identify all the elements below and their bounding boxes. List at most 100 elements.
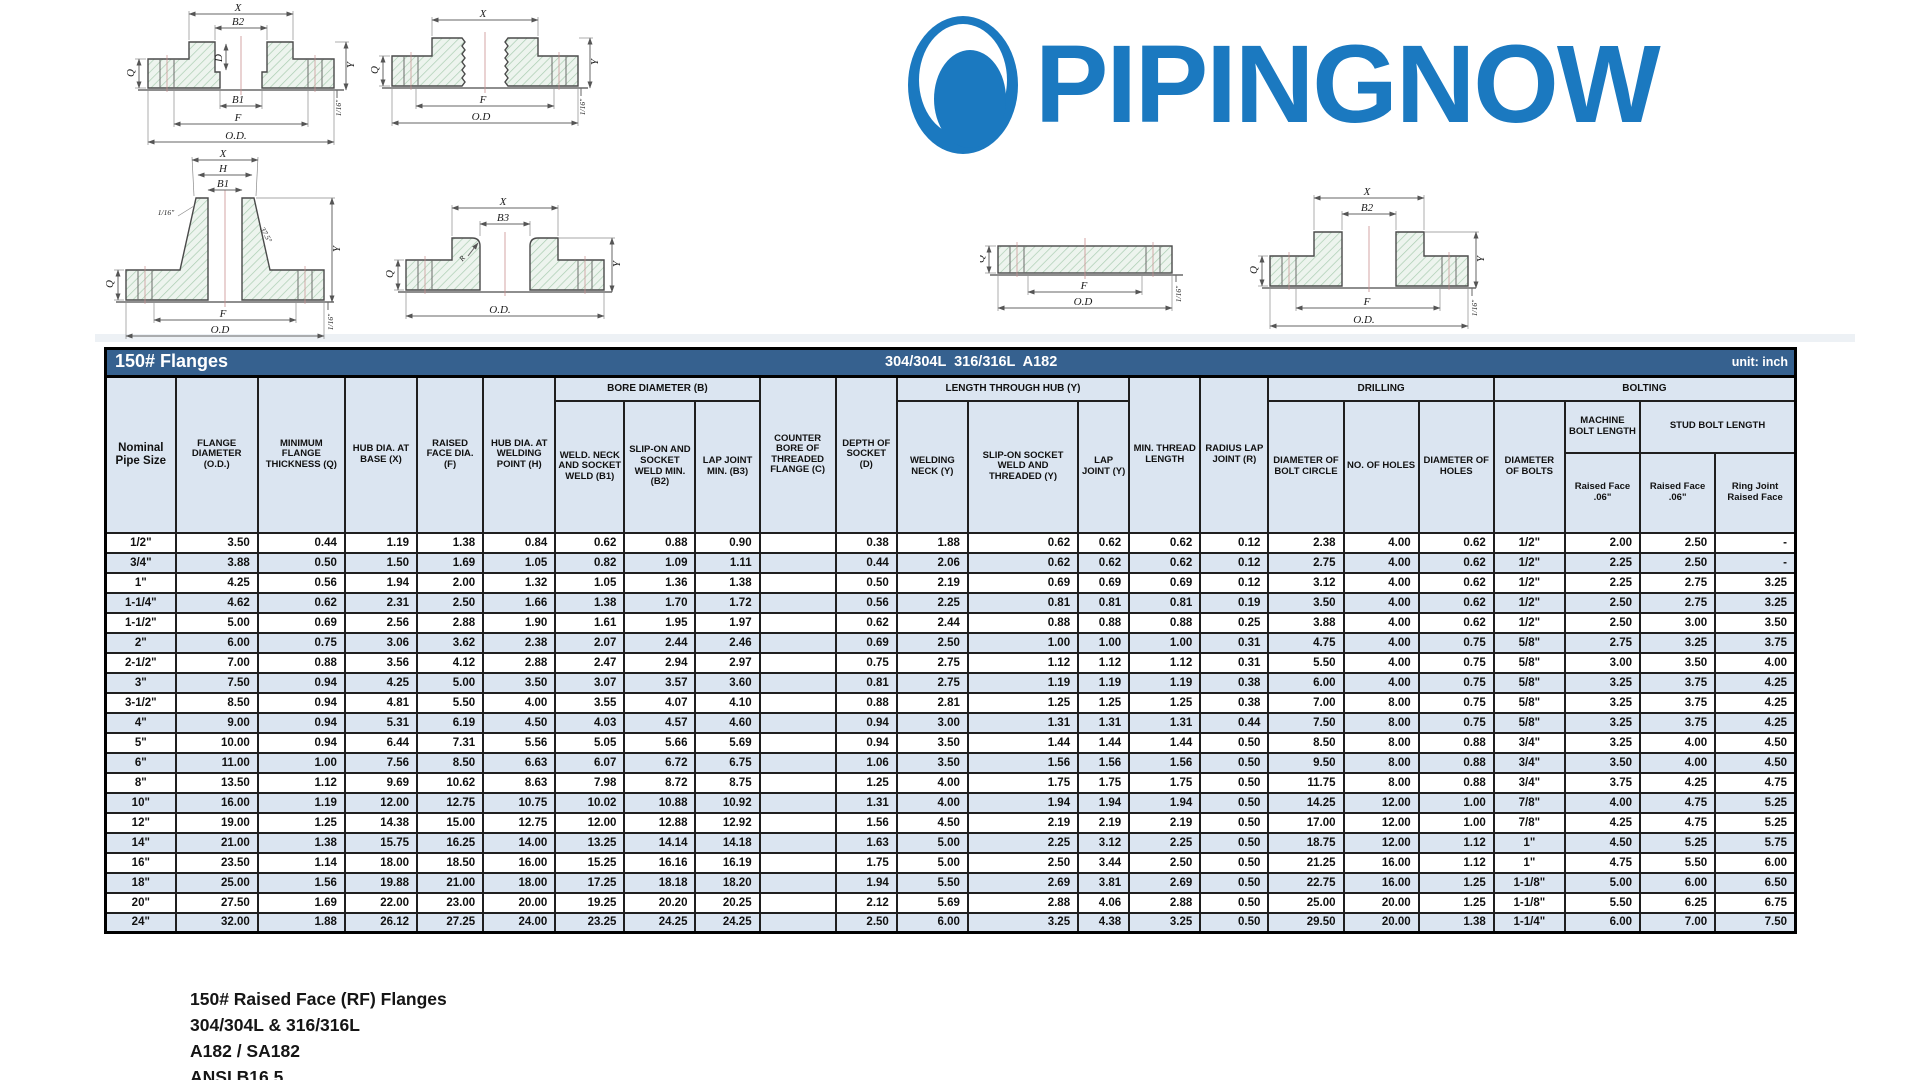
value-cell: 3.44 [1077, 851, 1131, 874]
value-cell: 13.25 [554, 831, 626, 854]
value-cell: 0.88 [966, 611, 1080, 634]
value-cell: 4.50 [1714, 751, 1797, 774]
pipe-size-cell: 1-1/2" [104, 611, 177, 634]
value-cell: 3.12 [1267, 571, 1345, 594]
value-cell [758, 751, 837, 774]
table-header: Nominal Pipe Size FLANGE DIAMETER (O.D.)… [104, 375, 1797, 534]
value-cell: 5.00 [416, 671, 485, 694]
value-cell: 3.60 [694, 671, 761, 694]
value-cell: 5.50 [1267, 651, 1345, 674]
value-cell [758, 591, 837, 614]
dim-label-r: R [457, 253, 468, 263]
col-header-hub-dia-at-base: HUB DIA. AT BASE (X) [343, 375, 419, 534]
pipe-size-cell: 2-1/2" [104, 651, 177, 674]
table-row: 20" 27.50 1.69 22.00 23.00 20.00 19.25 20.20 20.… [104, 891, 1797, 914]
value-cell: 1.61 [554, 611, 626, 634]
value-cell: 1.69 [256, 891, 346, 914]
value-cell: 4.50 [1563, 831, 1642, 854]
table-row: 10" 16.00 1.19 12.00 12.75 10.75 10.02 10.88 10.… [104, 791, 1797, 814]
value-cell: 17.00 [1267, 811, 1345, 834]
dim-label-f: F [1080, 280, 1088, 292]
col-header-diameter-of-holes: DIAMETER OF HOLES [1417, 399, 1495, 534]
value-cell: 3.55 [554, 691, 626, 714]
value-cell [758, 871, 837, 894]
value-cell: 15.00 [416, 811, 485, 834]
value-cell: 1.38 [256, 831, 346, 854]
value-cell: 0.50 [1199, 771, 1270, 794]
value-cell: 4.75 [1714, 771, 1797, 794]
value-cell: 1/2" [1492, 531, 1566, 554]
col-header-machine-raised-face: Raised Face .06" [1563, 451, 1642, 534]
value-cell: 0.62 [1128, 551, 1202, 574]
value-cell: 3.25 [966, 911, 1080, 934]
value-cell: 4.00 [1342, 651, 1420, 674]
value-cell: 3.00 [1639, 611, 1717, 634]
value-cell: 1.25 [256, 811, 346, 834]
value-cell: 5.05 [554, 731, 626, 754]
dim-label-y: Y [345, 60, 356, 68]
col-header-lap-joint-y: LAP JOINT (Y) [1077, 399, 1131, 534]
value-cell: 2.00 [1563, 531, 1642, 554]
value-cell: 18.75 [1267, 831, 1345, 854]
value-cell: 3.25 [1128, 911, 1202, 934]
pipe-size-cell: 2" [104, 631, 177, 654]
col-header-min-thread-length: MIN. THREAD LENGTH [1128, 375, 1202, 534]
dim-label-d: D [213, 54, 225, 63]
value-cell: 0.56 [834, 591, 898, 614]
value-cell: 1.25 [1417, 891, 1495, 914]
value-cell: 10.02 [554, 791, 626, 814]
value-cell: 0.88 [834, 691, 898, 714]
value-cell: 0.50 [1199, 751, 1270, 774]
table-row: 1-1/4" 4.62 0.62 2.31 2.50 1.66 1.38 1.70 1.72 0.… [104, 591, 1797, 614]
value-cell: 2.75 [1563, 631, 1642, 654]
value-cell: 14.38 [343, 811, 419, 834]
value-cell: 2.69 [1128, 871, 1202, 894]
value-cell: 21.25 [1267, 851, 1345, 874]
value-cell: 5/8" [1492, 671, 1566, 694]
value-cell: 16.00 [1342, 851, 1420, 874]
value-cell: 0.50 [1199, 891, 1270, 914]
value-cell: 2.75 [1639, 571, 1717, 594]
value-cell: 1.44 [1128, 731, 1202, 754]
value-cell: 0.62 [1077, 531, 1131, 554]
value-cell: 2.50 [416, 591, 485, 614]
value-cell: 0.62 [966, 531, 1080, 554]
value-cell [758, 551, 837, 574]
value-cell: 6.75 [694, 751, 761, 774]
value-cell: 7.50 [1714, 911, 1797, 934]
dim-label-f: F [234, 112, 242, 124]
value-cell: 0.62 [554, 531, 626, 554]
value-cell [758, 911, 837, 934]
pipe-size-cell: 1-1/4" [104, 591, 177, 614]
value-cell: 2.88 [1128, 891, 1202, 914]
table-row: 5" 10.00 0.94 6.44 7.31 5.56 5.05 5.66 5.69 0.94 3… [104, 731, 1797, 754]
value-cell [758, 831, 837, 854]
value-cell: 1.25 [966, 691, 1080, 714]
value-cell: 0.94 [256, 671, 346, 694]
value-cell: 2.25 [1563, 571, 1642, 594]
value-cell: 3/4" [1492, 771, 1566, 794]
value-cell: 1.50 [343, 551, 419, 574]
value-cell: 16.16 [623, 851, 697, 874]
value-cell: 1.19 [1128, 671, 1202, 694]
value-cell: 8.63 [482, 771, 557, 794]
table-row: 2" 6.00 0.75 3.06 3.62 2.38 2.07 2.44 2.46 0.69 2.… [104, 631, 1797, 654]
value-cell: 3.88 [174, 551, 259, 574]
table-row: 16" 23.50 1.14 18.00 18.50 16.00 15.25 16.16 16.… [104, 851, 1797, 874]
value-cell: 1.38 [554, 591, 626, 614]
value-cell: 20.20 [623, 891, 697, 914]
value-cell: 4.50 [895, 811, 969, 834]
value-cell: 5.66 [623, 731, 697, 754]
dim-label-b3: B3 [497, 212, 510, 224]
value-cell: 6.00 [1267, 671, 1345, 694]
value-cell: 3.06 [343, 631, 419, 654]
value-cell [758, 791, 837, 814]
value-cell: 8.72 [623, 771, 697, 794]
col-header-stud-raised-face: Raised Face .06" [1639, 451, 1717, 534]
value-cell: 2.19 [895, 571, 969, 594]
value-cell: 1.25 [1128, 691, 1202, 714]
value-cell: 6.07 [554, 751, 626, 774]
value-cell: 2.50 [966, 851, 1080, 874]
pipe-size-cell: 12" [104, 811, 177, 834]
